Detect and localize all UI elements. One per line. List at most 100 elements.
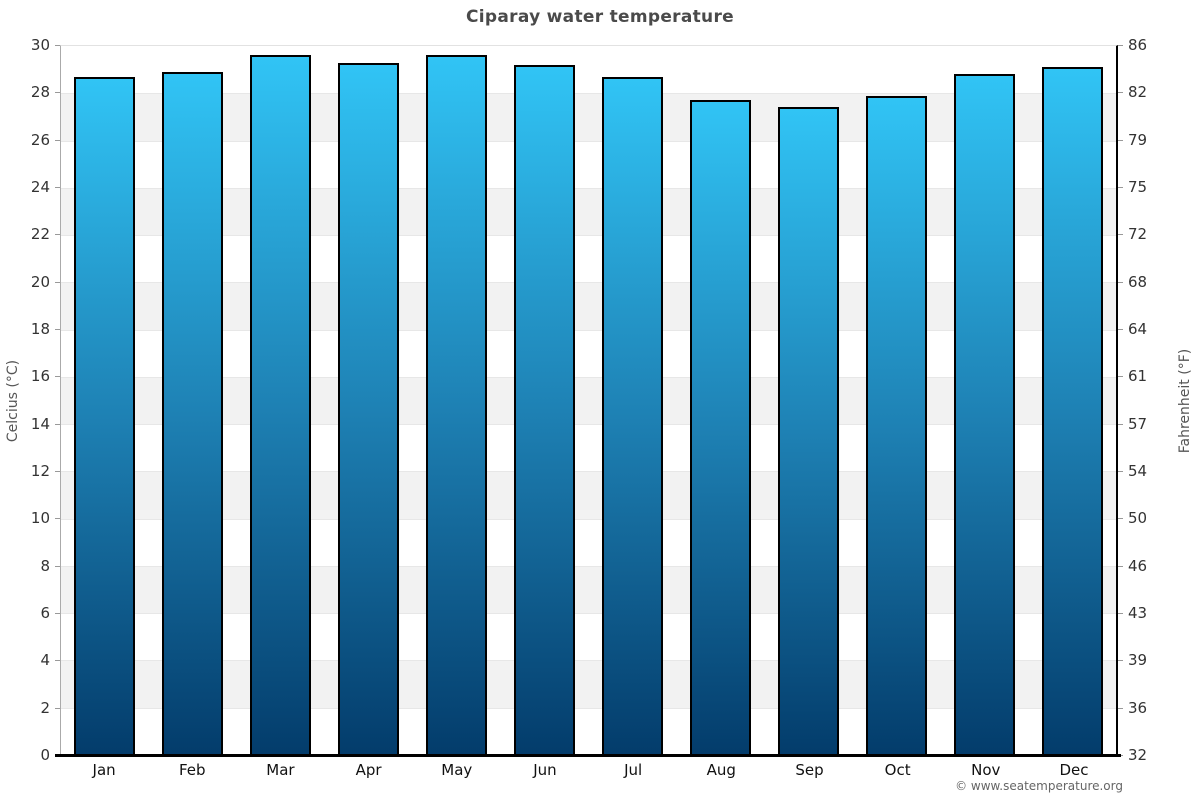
bar-slot-jan: [61, 46, 149, 755]
month-label-jan: Jan: [92, 761, 116, 779]
month-label-mar: Mar: [266, 761, 295, 779]
bar-slot-aug: [676, 46, 764, 755]
temperature-bar-sep: [777, 107, 839, 755]
fahrenheit-tick-label: 86: [1128, 36, 1148, 54]
celsius-tick-mark: [55, 92, 60, 94]
temperature-bar-may: [426, 55, 488, 755]
bar-slot-feb: [149, 46, 237, 755]
plot-band: [61, 187, 1116, 236]
celsius-tick-label: 18: [30, 320, 50, 338]
plot-band: [61, 707, 1116, 755]
bars-container: [61, 46, 1116, 755]
x-axis-line: [55, 754, 1121, 757]
month-label-may: May: [441, 761, 473, 779]
bar-slot-apr: [325, 46, 413, 755]
copyright-text: © www.seatemperature.org: [955, 779, 1123, 793]
fahrenheit-tick-mark: [1118, 565, 1123, 567]
bar-slot-jun: [501, 46, 589, 755]
plot-band: [61, 518, 1116, 566]
temperature-bar-apr: [338, 62, 400, 755]
celsius-tick-label: 30: [30, 36, 50, 54]
plot-band: [61, 235, 1116, 283]
temperature-bar-feb: [162, 72, 224, 755]
temperature-bar-nov: [953, 74, 1015, 755]
fahrenheit-tick-mark: [1118, 471, 1123, 472]
celsius-tick-label: 24: [30, 178, 50, 196]
celsius-tick-mark: [55, 613, 60, 614]
bar-slot-mar: [237, 46, 325, 755]
plot-band: [61, 140, 1116, 188]
fahrenheit-tick-mark: [1118, 707, 1123, 709]
plot-band: [61, 660, 1116, 708]
fahrenheit-tick-label: 72: [1128, 225, 1148, 244]
month-label-aug: Aug: [706, 761, 736, 779]
fahrenheit-tick-label: 57: [1128, 414, 1148, 433]
celsius-tick-mark: [55, 139, 60, 141]
fahrenheit-tick-mark: [1118, 234, 1123, 236]
celsius-tick-label: 22: [30, 225, 50, 244]
month-label-apr: Apr: [355, 761, 382, 779]
plot-band: [61, 565, 1116, 614]
fahrenheit-tick-label: 61: [1128, 367, 1148, 386]
month-label-jul: Jul: [624, 761, 643, 779]
fahrenheit-tick-label: 32: [1128, 746, 1148, 764]
fahrenheit-tick-mark: [1118, 139, 1123, 141]
fahrenheit-axis-title: Fahrenheit (°F): [1177, 348, 1193, 454]
fahrenheit-tick-label: 68: [1128, 272, 1148, 291]
celsius-tick-label: 10: [30, 509, 50, 528]
celsius-tick-label: 26: [30, 130, 50, 149]
fahrenheit-tick-label: 79: [1128, 130, 1148, 149]
celsius-tick-mark: [55, 518, 60, 520]
celsius-tick-mark: [55, 329, 60, 330]
celsius-tick-label: 2: [40, 698, 50, 717]
celsius-tick-label: 14: [30, 414, 50, 433]
plot-band: [61, 471, 1116, 519]
celsius-tick-mark: [55, 187, 60, 188]
fahrenheit-tick-label: 39: [1128, 651, 1148, 670]
bar-slot-may: [413, 46, 501, 755]
celsius-tick-mark: [55, 45, 60, 46]
temperature-bar-aug: [689, 100, 751, 755]
month-label-oct: Oct: [884, 761, 911, 779]
bar-slot-nov: [940, 46, 1028, 755]
fahrenheit-tick-label: 46: [1128, 556, 1148, 575]
fahrenheit-tick-mark: [1118, 329, 1123, 330]
celsius-tick-label: 20: [30, 272, 50, 291]
fahrenheit-tick-mark: [1118, 660, 1123, 662]
temperature-bar-jun: [514, 64, 576, 755]
bar-slot-sep: [764, 46, 852, 755]
background-bands: [61, 46, 1116, 755]
celsius-tick-mark: [55, 471, 60, 472]
celsius-tick-mark: [55, 565, 60, 567]
chart-title: Ciparay water temperature: [466, 7, 734, 27]
celsius-tick-mark: [55, 707, 60, 709]
month-labels: Jan Feb Mar Apr May Jun Jul Aug Sep Oct Nov Dec: [60, 761, 1118, 779]
plot-band: [61, 93, 1116, 141]
celsius-tick-mark: [55, 376, 60, 378]
fahrenheit-tick-mark: [1118, 518, 1123, 520]
fahrenheit-tick-label: 36: [1128, 698, 1148, 717]
temperature-bar-mar: [250, 55, 312, 755]
fahrenheit-tick-mark: [1118, 613, 1123, 614]
plot-band: [61, 329, 1116, 377]
temperature-bar-oct: [865, 95, 927, 755]
month-label-nov: Nov: [971, 761, 1001, 779]
fahrenheit-tick-mark: [1118, 45, 1123, 46]
celsius-tick-mark: [55, 281, 60, 283]
temperature-bar-jan: [74, 76, 136, 755]
fahrenheit-tick-label: 82: [1128, 83, 1148, 102]
fahrenheit-tick-label: 54: [1128, 462, 1148, 480]
celsius-tick-label: 0: [40, 746, 50, 764]
fahrenheit-tick-mark: [1118, 423, 1123, 425]
plot-band: [61, 376, 1116, 425]
bar-slot-dec: [1028, 46, 1116, 755]
bar-slot-jul: [589, 46, 677, 755]
plot-area: [60, 45, 1118, 755]
month-label-jun: Jun: [533, 761, 557, 779]
fahrenheit-tick-label: 75: [1128, 178, 1148, 196]
month-label-sep: Sep: [795, 761, 824, 779]
celsius-tick-label: 12: [30, 462, 50, 480]
fahrenheit-tick-mark: [1118, 376, 1123, 378]
plot-band: [61, 282, 1116, 330]
plot-band: [61, 424, 1116, 472]
